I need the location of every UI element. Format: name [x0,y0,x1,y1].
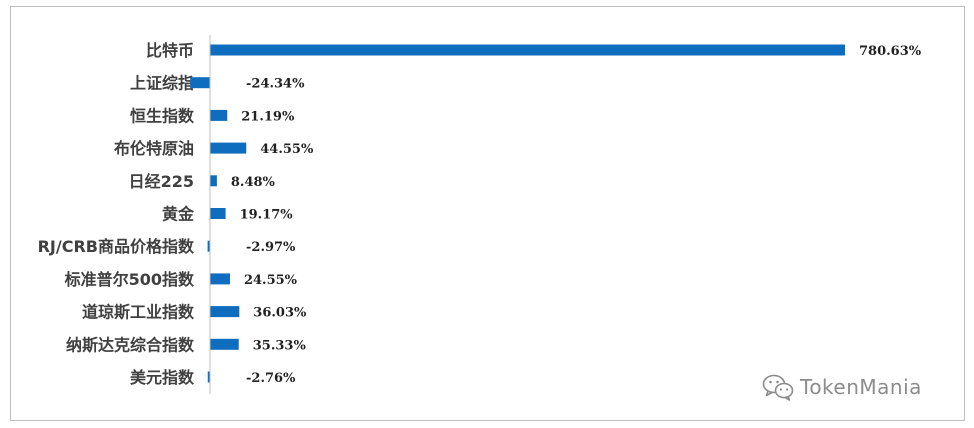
category-label: 上证综指 [130,74,194,93]
bar [190,77,210,89]
data-label: 8.48% [231,175,276,190]
bar [207,240,210,252]
data-label: -2.76% [246,371,296,386]
data-label: 36.03% [253,306,307,321]
category-label: 黄金 [162,205,195,224]
chart-frame [10,6,965,421]
category-label: 布伦特原油 [114,139,194,158]
bar [210,208,226,219]
wechat-icon [762,374,794,401]
category-label: 道琼斯工业指数 [82,303,195,322]
bar [210,142,247,154]
data-label: 19.17% [240,208,294,223]
data-label: 24.55% [244,273,298,288]
category-label: 标准普尔500指数 [64,270,195,289]
category-label: 美元指数 [130,368,195,387]
watermark-text: TokenMania [800,375,922,399]
bar [210,306,240,318]
bar [210,175,217,187]
data-label: -24.34% [246,77,305,92]
data-label: 780.63% [859,44,922,59]
bar [207,371,210,383]
category-label: 纳斯达克综合指数 [66,335,195,354]
bar [210,338,239,350]
category-label: 恒生指数 [130,106,195,125]
category-label: 日经225 [129,172,194,191]
data-label: 35.33% [253,338,307,353]
data-label: -2.97% [246,240,296,255]
data-label: 21.19% [241,109,295,124]
watermark: TokenMania [762,373,922,401]
bar [210,109,228,121]
bar [210,44,845,56]
category-label: RJ/CRB商品价格指数 [38,237,195,256]
category-label: 比特币 [146,41,194,60]
data-label: 44.55% [260,142,314,157]
bar [210,273,230,285]
